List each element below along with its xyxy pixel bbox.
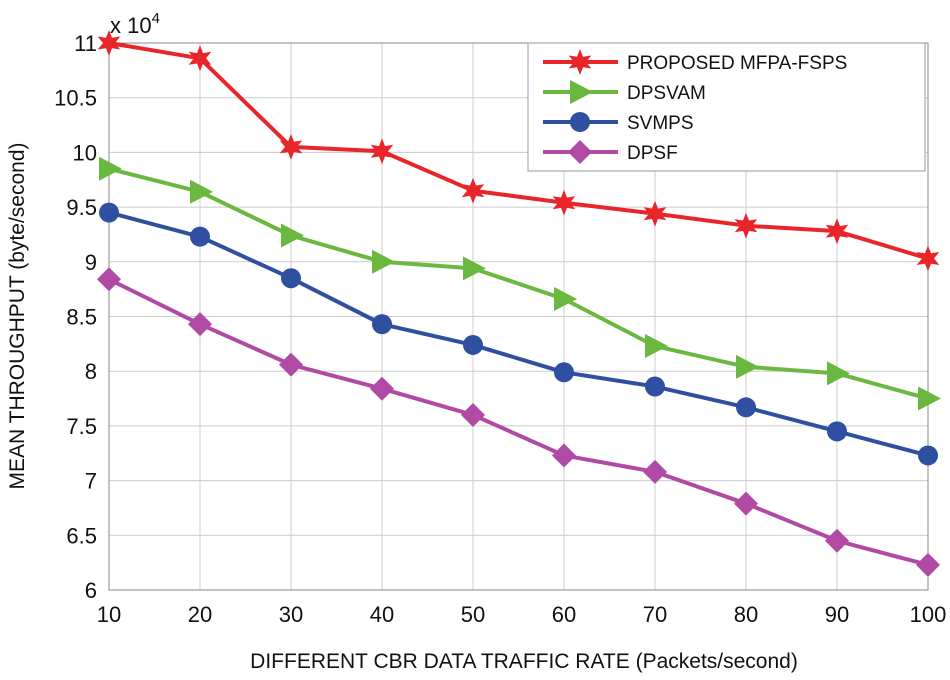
circle-marker <box>918 445 938 466</box>
x-tick-label: 40 <box>370 602 394 627</box>
diamond-marker <box>916 552 940 577</box>
x-tick-label: 80 <box>734 602 758 627</box>
y-multiplier-exponent: 4 <box>152 10 160 27</box>
diamond-marker <box>568 140 592 164</box>
legend-entry: SVMPS <box>543 112 694 134</box>
x-axis-label: DIFFERENT CBR DATA TRAFFIC RATE (Packets… <box>250 650 798 673</box>
diamond-marker <box>279 352 303 377</box>
x-axis-ticks: 10 20 30 40 50 60 70 80 90 100 <box>97 602 947 627</box>
circle-marker <box>570 112 590 132</box>
x-tick-label: 10 <box>97 602 121 627</box>
circle-marker <box>372 314 392 335</box>
y-axis-ticks: 6 6.5 7 7.5 8 8.5 9 9.5 10 10.5 11 <box>54 31 97 603</box>
legend-entry: DPSVAM <box>543 80 706 104</box>
circle-marker <box>190 226 210 247</box>
triangle-marker <box>736 354 759 379</box>
series-dpsvam <box>99 156 941 411</box>
triangle-marker <box>827 361 850 386</box>
series-svmps <box>99 202 938 466</box>
circle-marker <box>463 334 483 355</box>
star-marker <box>370 138 394 165</box>
legend-box <box>527 42 926 172</box>
triangle-marker <box>99 156 122 181</box>
y-tick-label: 10.5 <box>54 86 97 111</box>
diamond-marker <box>188 312 212 337</box>
triangle-marker <box>190 179 213 204</box>
star-marker <box>97 30 121 56</box>
y-axis-label: MEAN THROUGHPUT (byte/second) <box>6 143 29 490</box>
y-tick-label: 8.5 <box>66 305 97 330</box>
x-tick-label: 60 <box>552 602 576 627</box>
x-tick-label: 20 <box>188 602 212 627</box>
diamond-marker <box>825 528 849 553</box>
triangle-marker <box>570 80 593 104</box>
series-line <box>108 166 929 401</box>
circle-marker <box>99 202 119 223</box>
y-tick-label: 10 <box>73 140 97 165</box>
star-marker <box>825 218 849 245</box>
x-tick-label: 100 <box>910 602 947 627</box>
series-line <box>108 277 929 567</box>
star-marker <box>552 189 576 216</box>
y-multiplier: x 104 <box>110 10 160 38</box>
diamond-marker <box>370 376 394 401</box>
circle-marker <box>554 362 574 383</box>
x-tick-label: 30 <box>279 602 303 627</box>
triangle-marker <box>372 249 395 274</box>
y-tick-label: 6.5 <box>66 523 97 548</box>
y-tick-label: 9 <box>85 250 97 275</box>
star-marker <box>279 133 303 160</box>
x-tick-label: 90 <box>825 602 849 627</box>
legend-label: SVMPS <box>627 113 694 134</box>
y-tick-label: 8 <box>85 359 97 384</box>
star-marker <box>734 212 758 239</box>
series-proposed-mfpa-fsps <box>97 30 940 272</box>
circle-marker <box>645 376 665 397</box>
diamond-marker <box>461 402 485 427</box>
legend-label: DPSF <box>627 143 678 164</box>
star-marker <box>568 49 592 75</box>
triangle-marker <box>554 286 577 311</box>
y-tick-label: 9.5 <box>66 195 97 220</box>
y-tick-label: 7 <box>85 469 97 494</box>
series-line <box>108 210 929 458</box>
legend-label: DPSVAM <box>627 83 706 104</box>
star-marker <box>643 200 667 227</box>
legend-label: PROPOSED MFPA-FSPS <box>627 53 847 74</box>
x-tick-label: 50 <box>461 602 485 627</box>
plot-area-frame <box>108 42 929 591</box>
diamond-marker <box>734 491 758 516</box>
triangle-marker <box>918 386 941 411</box>
star-marker <box>188 45 212 72</box>
legend-entry: DPSF <box>543 140 678 164</box>
legend-entry: PROPOSED MFPA-FSPS <box>543 49 847 75</box>
x-tick-label: 70 <box>643 602 667 627</box>
star-marker <box>461 177 485 204</box>
circle-marker <box>827 421 847 442</box>
circle-marker <box>281 268 301 289</box>
series-group <box>97 30 941 577</box>
y-tick-label: 11 <box>74 31 97 56</box>
diamond-marker <box>552 443 576 468</box>
diamond-marker <box>643 459 667 484</box>
circle-marker <box>736 397 756 418</box>
star-marker <box>916 245 940 272</box>
y-tick-label: 7.5 <box>66 414 97 439</box>
legend: PROPOSED MFPA-FSPS DPSVAM SVMPS DPSF <box>527 42 926 172</box>
series-line <box>108 41 929 261</box>
series-dpsf <box>97 267 940 577</box>
diamond-marker <box>97 267 121 292</box>
triangle-marker <box>463 256 486 281</box>
triangle-marker <box>281 223 304 248</box>
y-tick-label: 6 <box>85 578 97 603</box>
triangle-marker <box>645 334 668 359</box>
